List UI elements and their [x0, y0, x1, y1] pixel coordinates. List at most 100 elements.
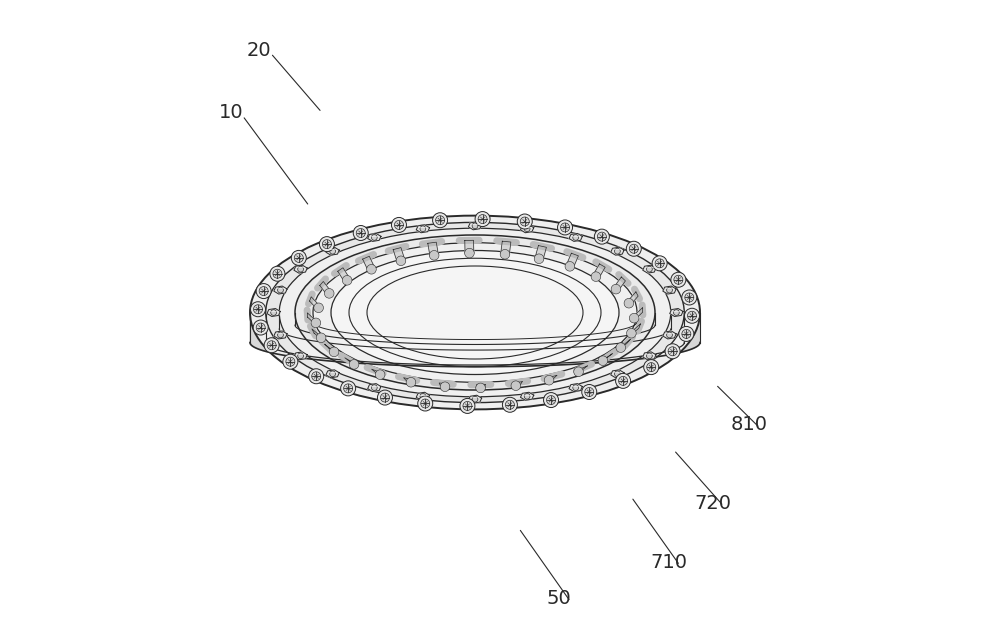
- Circle shape: [615, 248, 620, 254]
- Circle shape: [478, 214, 487, 224]
- Polygon shape: [634, 308, 643, 321]
- Circle shape: [629, 313, 639, 323]
- Circle shape: [312, 372, 321, 381]
- Circle shape: [353, 226, 368, 241]
- Polygon shape: [663, 331, 676, 339]
- Circle shape: [500, 249, 510, 259]
- Circle shape: [421, 399, 430, 408]
- Circle shape: [472, 223, 478, 229]
- Polygon shape: [326, 370, 339, 378]
- Circle shape: [561, 223, 570, 232]
- Polygon shape: [313, 312, 637, 382]
- Polygon shape: [535, 246, 546, 259]
- Circle shape: [322, 239, 331, 249]
- Circle shape: [615, 371, 620, 377]
- Circle shape: [671, 272, 686, 288]
- Polygon shape: [416, 392, 430, 400]
- Polygon shape: [619, 339, 630, 349]
- Circle shape: [626, 241, 641, 256]
- Circle shape: [271, 309, 277, 316]
- Polygon shape: [593, 264, 605, 278]
- Polygon shape: [294, 265, 307, 273]
- Circle shape: [298, 266, 303, 272]
- Circle shape: [267, 341, 276, 350]
- Circle shape: [391, 217, 406, 232]
- Polygon shape: [307, 313, 316, 325]
- Circle shape: [667, 287, 672, 293]
- Circle shape: [367, 264, 376, 274]
- Ellipse shape: [250, 216, 700, 409]
- Circle shape: [682, 329, 691, 338]
- Polygon shape: [338, 268, 350, 282]
- Circle shape: [585, 388, 594, 396]
- Circle shape: [319, 237, 334, 252]
- Circle shape: [342, 276, 352, 285]
- Polygon shape: [345, 357, 357, 366]
- Circle shape: [394, 221, 403, 229]
- Circle shape: [429, 251, 439, 260]
- Circle shape: [298, 353, 303, 359]
- Circle shape: [544, 376, 554, 385]
- Text: 10: 10: [219, 103, 244, 122]
- Text: 810: 810: [730, 416, 767, 434]
- Circle shape: [472, 396, 478, 402]
- Circle shape: [647, 362, 656, 372]
- Circle shape: [544, 392, 559, 408]
- Polygon shape: [501, 241, 511, 254]
- Circle shape: [594, 229, 609, 244]
- Circle shape: [611, 284, 621, 294]
- Polygon shape: [416, 225, 430, 232]
- Circle shape: [286, 357, 295, 366]
- Text: 50: 50: [547, 589, 572, 608]
- Polygon shape: [628, 292, 638, 306]
- Circle shape: [524, 393, 530, 399]
- Polygon shape: [266, 222, 684, 402]
- Circle shape: [558, 220, 573, 235]
- Polygon shape: [313, 242, 637, 382]
- Polygon shape: [312, 329, 322, 340]
- Circle shape: [270, 266, 285, 281]
- Polygon shape: [428, 242, 438, 256]
- Circle shape: [629, 244, 638, 253]
- Polygon shape: [631, 324, 640, 336]
- Polygon shape: [569, 233, 582, 241]
- Circle shape: [652, 256, 667, 271]
- Circle shape: [517, 214, 532, 229]
- Circle shape: [251, 302, 266, 317]
- Circle shape: [420, 393, 426, 399]
- Polygon shape: [326, 248, 339, 255]
- Circle shape: [329, 347, 339, 357]
- Polygon shape: [566, 253, 578, 268]
- Polygon shape: [643, 352, 656, 360]
- Polygon shape: [611, 248, 624, 255]
- Polygon shape: [404, 378, 415, 383]
- Circle shape: [682, 290, 697, 305]
- Polygon shape: [294, 352, 307, 360]
- Polygon shape: [250, 312, 700, 409]
- Ellipse shape: [331, 251, 619, 374]
- Circle shape: [316, 333, 326, 342]
- Circle shape: [311, 318, 321, 328]
- Polygon shape: [468, 395, 482, 403]
- Circle shape: [524, 226, 530, 232]
- Polygon shape: [368, 384, 381, 392]
- Circle shape: [679, 326, 694, 341]
- Circle shape: [591, 272, 601, 281]
- Circle shape: [396, 256, 406, 266]
- Circle shape: [598, 356, 608, 366]
- Circle shape: [668, 347, 677, 356]
- Circle shape: [627, 328, 636, 338]
- Circle shape: [371, 385, 377, 391]
- Circle shape: [687, 311, 696, 320]
- Circle shape: [624, 298, 634, 308]
- Polygon shape: [643, 265, 656, 273]
- Circle shape: [511, 381, 521, 391]
- Circle shape: [460, 398, 475, 413]
- Circle shape: [440, 382, 450, 391]
- Circle shape: [685, 293, 694, 302]
- Circle shape: [565, 261, 575, 271]
- Circle shape: [436, 216, 445, 225]
- Circle shape: [314, 303, 323, 312]
- Polygon shape: [520, 225, 534, 232]
- Polygon shape: [575, 366, 587, 373]
